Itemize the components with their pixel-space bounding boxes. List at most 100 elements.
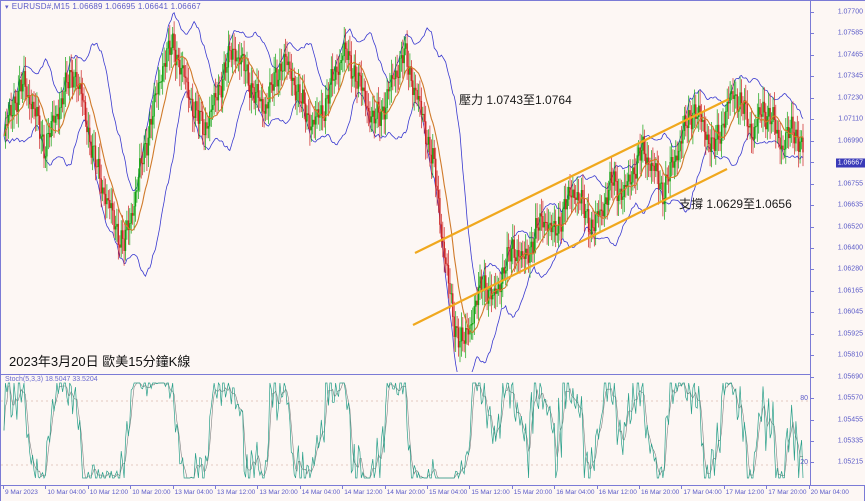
time-axis-tick (3, 486, 4, 489)
price-axis-label: 1.06990 (837, 137, 863, 145)
annotation-resistance: 壓力 1.0743至1.0764 (459, 93, 572, 107)
price-axis-label: 1.06045 (837, 308, 863, 316)
price-axis-label: 1.05215 (837, 458, 863, 466)
price-axis-tick (811, 290, 814, 292)
time-axis-tick (511, 486, 513, 489)
price-axis-label: 1.05690 (837, 373, 863, 381)
price-axis-label: 1.06165 (837, 287, 863, 295)
price-axis-tick (811, 54, 814, 56)
stoch-level-80: 80 (800, 395, 808, 402)
time-axis-tick (596, 486, 598, 489)
time-axis-tick (469, 486, 471, 489)
time-axis-label: 17 Mar 12:00 (725, 489, 765, 496)
price-axis-label: 1.05570 (837, 394, 863, 402)
time-axis-tick (681, 486, 683, 489)
price-axis-tick (811, 398, 814, 400)
time-axis-tick (766, 486, 768, 489)
time-axis-tick (342, 486, 344, 489)
time-axis-label: 10 Mar 12:00 (89, 489, 129, 496)
price-axis-tick (811, 441, 814, 442)
trend-channel (412, 98, 730, 326)
time-axis-label: 13 Mar 04:00 (174, 489, 213, 496)
time-axis-label: 14 Mar 04:00 (301, 489, 341, 496)
price-axis-tick (811, 312, 814, 314)
price-axis-label: 1.07110 (838, 115, 863, 123)
price-axis-label: 1.05925 (837, 330, 863, 338)
price-axis-label: 1.07700 (837, 8, 863, 16)
time-axis-label: 10 Mar 20:00 (132, 489, 171, 496)
price-axis-label: 1.07230 (837, 94, 863, 102)
time-axis-tick (427, 486, 428, 489)
price-axis-tick (811, 140, 814, 142)
time-axis-label: 16 Mar 12:00 (598, 489, 637, 496)
price-axis-label: 1.07585 (837, 29, 863, 37)
time-axis-label: 14 Mar 20:00 (386, 489, 425, 496)
time-axis-tick (257, 486, 259, 489)
price-axis-label: 1.06635 (837, 201, 863, 209)
time-axis-label: 15 Mar 04:00 (429, 489, 468, 496)
price-axis-tick (811, 76, 814, 78)
price-axis-tick (811, 462, 814, 464)
time-axis-tick (554, 486, 556, 489)
stochastic-header: Stoch(5,3,3) 18.5047 33.5204 (5, 376, 98, 383)
time-axis-tick (384, 486, 386, 489)
price-chart-svg (1, 1, 810, 372)
annotation-support: 支撐 1.0629至1.0656 (679, 197, 792, 211)
price-axis-tick (811, 376, 814, 378)
stochastic-k-line (3, 381, 804, 480)
time-axis-label: 16 Mar 20:00 (641, 489, 680, 496)
price-axis-tick (811, 226, 814, 228)
time-axis-label: 10 Mar 04:00 (47, 489, 86, 496)
time-axis-label: 15 Mar 20:00 (513, 489, 553, 496)
time-axis-label: 17 Mar 04:00 (683, 489, 722, 496)
price-pane[interactable]: ▾ EURUSD#,M15 1.06689 1.06695 1.06641 1.0… (1, 1, 810, 372)
time-axis-label: 13 Mar 12:00 (217, 489, 256, 496)
time-axis-tick (215, 486, 216, 489)
price-axis-tick (811, 419, 814, 421)
price-axis-label: 1.07345 (837, 72, 863, 80)
price-axis-label: 1.06400 (837, 244, 863, 252)
time-axis-label: 16 Mar 04:00 (556, 489, 595, 496)
price-axis-tick (811, 97, 814, 99)
price-axis-tick (811, 183, 814, 185)
bollinger-lower-band (3, 89, 804, 372)
price-axis-label: 1.05335 (837, 437, 863, 445)
symbol-header: ▾ EURUSD#,M15 1.06689 1.06695 1.06641 1.0… (5, 2, 201, 11)
time-axis-tick (299, 486, 301, 489)
stochastic-pane[interactable]: Stoch(5,3,3) 18.5047 33.5204 80 20 (1, 374, 810, 486)
current-price-tag: 1.06667 (835, 158, 865, 168)
price-axis-label: 1.06755 (837, 180, 863, 188)
time-axis-tick (45, 486, 47, 489)
price-axis-tick (811, 33, 814, 35)
price-axis-label: 1.06280 (837, 265, 863, 273)
price-axis-label: 1.06520 (837, 223, 863, 230)
price-axis-label: 1.05810 (837, 351, 863, 359)
time-axis-label: 13 Mar 20:00 (259, 489, 298, 496)
time-axis-label: 17 Mar 20:00 (768, 489, 807, 496)
moving-average-line (3, 56, 804, 334)
time-axis-tick (723, 486, 725, 489)
collapse-triangle-icon[interactable]: ▾ (5, 4, 9, 11)
price-axis-tick (811, 119, 814, 121)
symbol-header-text: EURUSD#,M15 1.06689 1.06695 1.06641 1.06… (11, 2, 201, 11)
price-axis-tick (811, 333, 814, 335)
time-axis-tick (639, 486, 640, 489)
price-axis-tick (811, 247, 814, 249)
price-axis[interactable]: 1.07700 1.07585 1.07465 1.07345 1.07230 1.071… (810, 1, 865, 485)
time-axis-tick (130, 486, 132, 489)
price-axis-tick (811, 205, 814, 207)
time-axis[interactable]: 9 Mar 2023 10 Mar 04:00 10 Mar 12:00 10 Mar… (1, 485, 864, 501)
time-axis-tick (808, 486, 810, 489)
price-axis-label: 1.07465 (837, 51, 863, 59)
time-axis-label: 14 Mar 12:00 (344, 489, 383, 496)
price-axis-tick (811, 269, 814, 271)
stochastic-svg (1, 375, 810, 486)
time-axis-label: 9 Mar 2023 (5, 489, 38, 496)
chart-caption: 2023年3月20日 歐美15分鐘K線 (9, 354, 191, 369)
price-axis-label: 1.05455 (837, 416, 863, 424)
candlestick-series (4, 21, 804, 363)
time-axis-label: 20 Mar 04:00 (810, 489, 849, 496)
price-axis-tick (811, 12, 814, 13)
time-axis-label: 15 Mar 12:00 (471, 489, 510, 496)
